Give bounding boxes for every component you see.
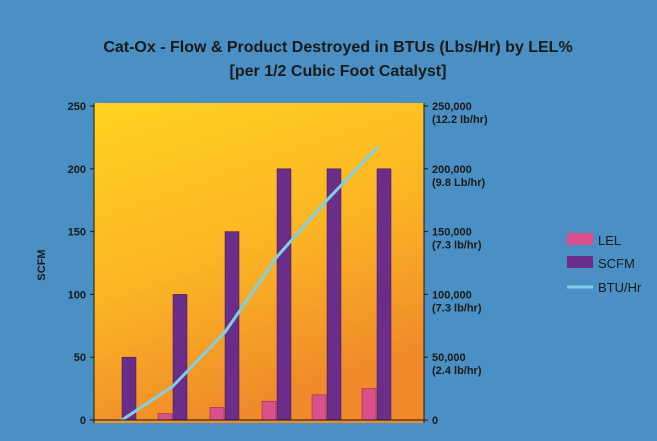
bar-scfm-2 <box>224 231 240 421</box>
bars-layer <box>121 168 392 421</box>
legend-label-lel: LEL <box>598 233 621 248</box>
legend-swatch-scfm <box>567 256 593 268</box>
right-tick-label-5: 250,000 <box>432 101 472 113</box>
chart-title-line2: [per 1/2 Cubic Foot Catalyst] <box>230 63 447 80</box>
bar-lel-1 <box>157 413 173 421</box>
bar-lel-2 <box>209 407 225 421</box>
bar-lel-3 <box>261 400 277 421</box>
left-tick-label-5: 250 <box>68 101 86 113</box>
right-tick-sublabel-2: (7.3 lb/hr) <box>432 302 482 314</box>
right-tick-sublabel-1: (2.4 lb/hr) <box>432 365 482 377</box>
left-axis: 0 50 100 150 200 250 <box>68 101 424 427</box>
legend-swatch-lel <box>567 233 593 245</box>
legend-label-scfm: SCFM <box>598 256 635 271</box>
right-axis: 050,000(2.4 lb/hr)100,000(7.3 lb/hr)150,… <box>423 101 488 427</box>
bar-scfm-1 <box>172 294 188 421</box>
right-tick-label-3: 150,000 <box>432 227 472 239</box>
right-tick-label-4: 200,000 <box>432 164 472 176</box>
bar-lel-4 <box>311 394 327 421</box>
left-tick-label-1: 50 <box>74 352 86 364</box>
bar-scfm-3 <box>276 168 292 421</box>
line-btu <box>120 145 379 422</box>
right-tick-label-1: 50,000 <box>432 352 466 364</box>
chart-title-line1: Cat-Ox - Flow & Product Destroyed in BTU… <box>103 39 572 56</box>
legend: LEL SCFM BTU/Hr <box>567 233 642 295</box>
right-tick-sublabel-5: (12.2 lb/hr) <box>432 114 488 126</box>
legend-label-btu-hr: BTU/Hr <box>598 280 642 295</box>
left-tick-label-3: 150 <box>68 227 86 239</box>
right-tick-label-2: 100,000 <box>432 289 472 301</box>
right-tick-sublabel-3: (7.3 lb/hr) <box>432 240 482 252</box>
left-tick-label-2: 100 <box>68 289 86 301</box>
right-tick-label-0: 0 <box>432 415 438 427</box>
line-layer <box>120 145 379 422</box>
bar-lel-5 <box>361 388 377 421</box>
left-tick-label-4: 200 <box>68 164 86 176</box>
bar-scfm-5 <box>376 168 392 421</box>
bar-scfm-4 <box>326 168 342 421</box>
right-tick-sublabel-4: (9.8 Lb/hr) <box>432 177 486 189</box>
left-tick-label-0: 0 <box>80 415 86 427</box>
y-axis-label: SCFM <box>36 249 48 280</box>
